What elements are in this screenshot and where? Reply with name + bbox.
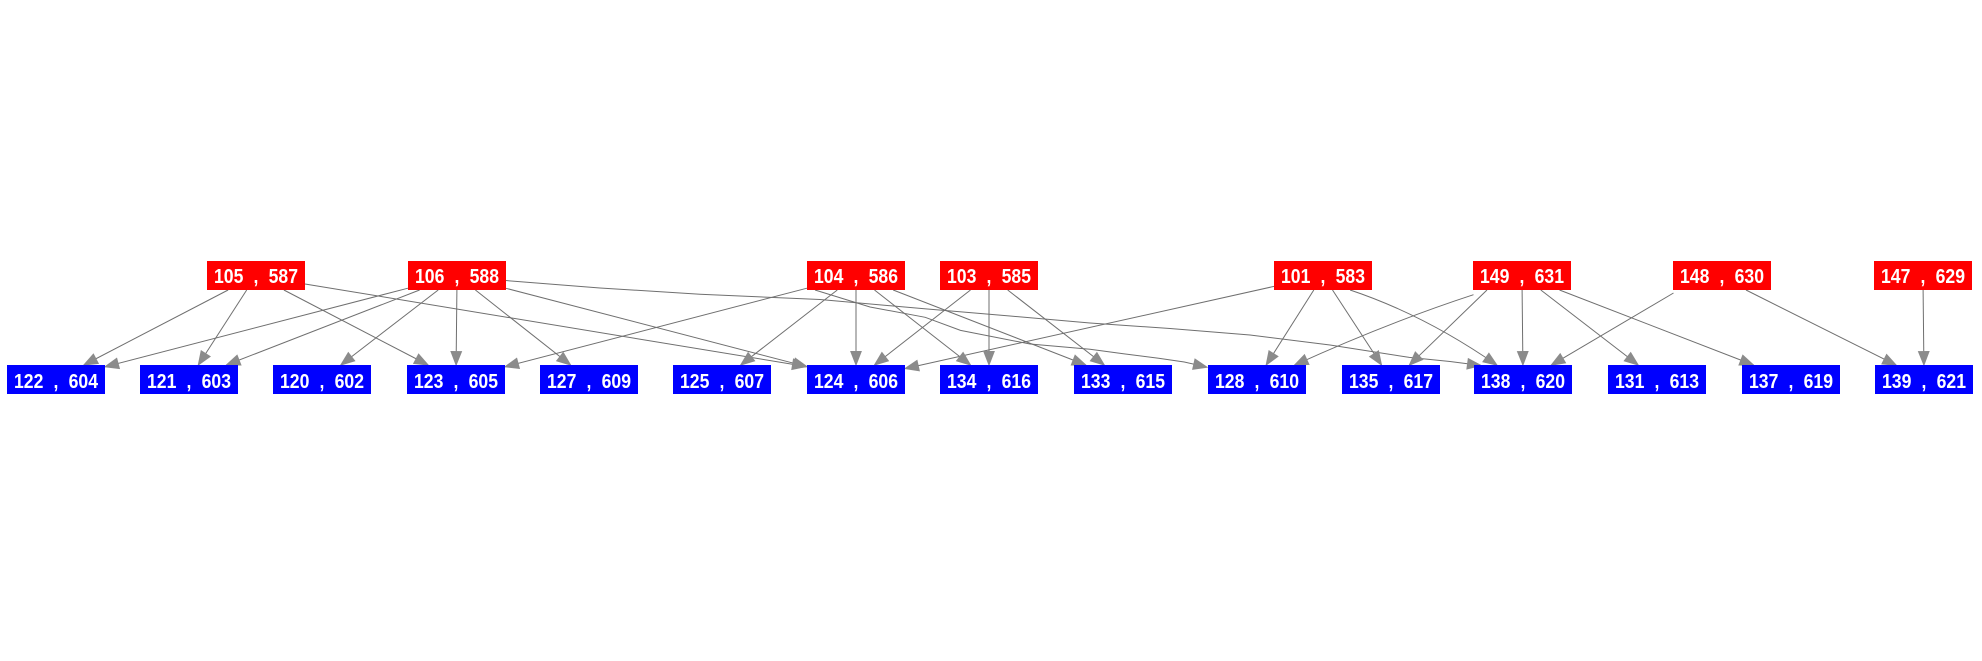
svg-text:123 , 605: 123 , 605 bbox=[414, 371, 498, 393]
svg-text:133 , 615: 133 , 615 bbox=[1081, 371, 1165, 393]
svg-text:147 , 629: 147 , 629 bbox=[1881, 266, 1965, 288]
svg-text:105 , 587: 105 , 587 bbox=[214, 266, 298, 288]
svg-text:135 , 617: 135 , 617 bbox=[1349, 371, 1433, 393]
svg-text:138 , 620: 138 , 620 bbox=[1481, 371, 1565, 393]
svg-text:122 , 604: 122 , 604 bbox=[14, 371, 99, 393]
svg-text:127 , 609: 127 , 609 bbox=[547, 371, 631, 393]
svg-text:139 , 621: 139 , 621 bbox=[1882, 371, 1966, 393]
svg-text:149 , 631: 149 , 631 bbox=[1480, 266, 1564, 288]
svg-text:131 , 613: 131 , 613 bbox=[1615, 371, 1699, 393]
svg-text:120 , 602: 120 , 602 bbox=[280, 371, 364, 393]
svg-text:128 , 610: 128 , 610 bbox=[1215, 371, 1299, 393]
svg-text:103 , 585: 103 , 585 bbox=[947, 266, 1031, 288]
svg-text:137 , 619: 137 , 619 bbox=[1749, 371, 1833, 393]
svg-text:104 , 586: 104 , 586 bbox=[814, 266, 898, 288]
svg-text:106 , 588: 106 , 588 bbox=[415, 266, 499, 288]
svg-text:148 , 630: 148 , 630 bbox=[1680, 266, 1764, 288]
svg-text:134 , 616: 134 , 616 bbox=[947, 371, 1031, 393]
svg-text:101 , 583: 101 , 583 bbox=[1281, 266, 1365, 288]
svg-text:121 , 603: 121 , 603 bbox=[147, 371, 231, 393]
svg-text:125 , 607: 125 , 607 bbox=[680, 371, 764, 393]
svg-text:124 , 606: 124 , 606 bbox=[814, 371, 898, 393]
